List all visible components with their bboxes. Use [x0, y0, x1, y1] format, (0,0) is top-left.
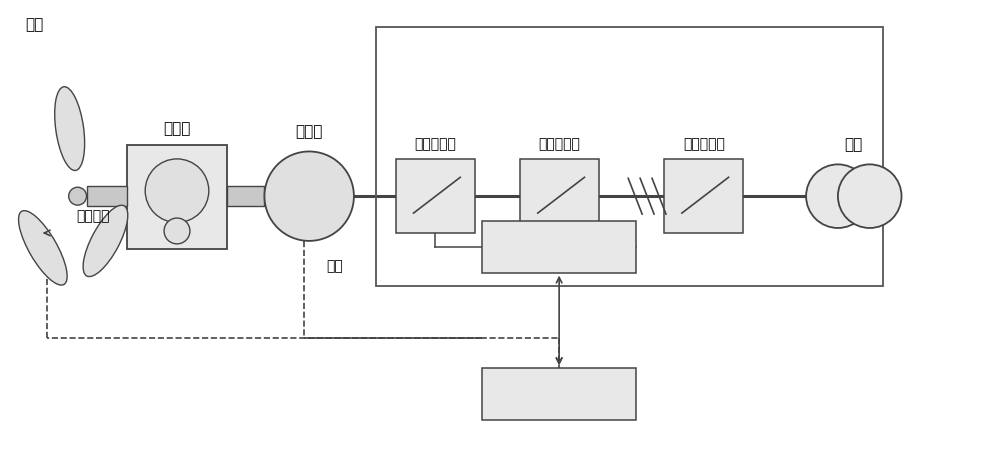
Bar	[664, 159, 743, 233]
Text: 软启动晶闸管: 软启动晶闸管	[534, 240, 584, 254]
Text: 发电机: 发电机	[295, 124, 323, 139]
Bar	[127, 144, 227, 249]
Text: 控制系统: 控制系统	[542, 387, 576, 401]
Text: 增速筱: 增速筱	[163, 121, 191, 136]
Ellipse shape	[19, 211, 67, 285]
Circle shape	[264, 152, 354, 241]
Text: 旁路接触器: 旁路接触器	[539, 138, 581, 152]
Circle shape	[838, 164, 902, 228]
Text: 叶尖控制: 叶尖控制	[77, 209, 110, 223]
Bar	[482, 221, 636, 273]
Text: 筱变: 筱变	[845, 137, 863, 152]
Bar	[396, 159, 475, 233]
Ellipse shape	[83, 205, 128, 276]
Text: 进线断路器: 进线断路器	[683, 138, 725, 152]
Bar	[520, 159, 599, 233]
Bar	[482, 368, 636, 420]
Ellipse shape	[55, 87, 85, 170]
Bar	[376, 27, 883, 285]
Bar	[87, 186, 127, 206]
Text: 风轮: 风轮	[25, 17, 43, 32]
Text: 转速: 转速	[326, 259, 343, 273]
Circle shape	[164, 218, 190, 244]
Bar	[227, 186, 264, 206]
Text: 并网接触器: 并网接触器	[414, 138, 456, 152]
Circle shape	[69, 187, 87, 205]
Circle shape	[145, 159, 209, 222]
Circle shape	[806, 164, 870, 228]
